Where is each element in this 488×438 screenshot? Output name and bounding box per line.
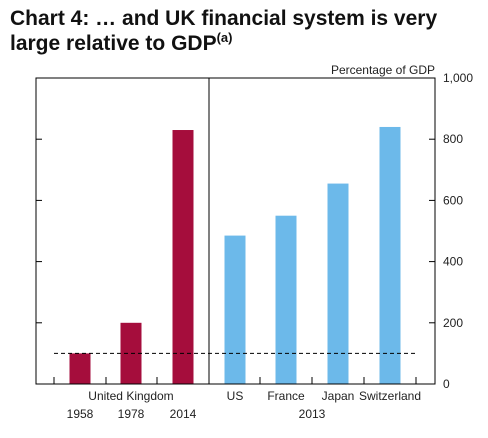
x-tick-label: Japan xyxy=(322,389,355,403)
bar xyxy=(379,126,401,385)
y-tick-label: 1,000 xyxy=(443,71,473,85)
x-tick-label: 1958 xyxy=(67,407,94,421)
bar xyxy=(172,130,194,384)
x-tick-label: US xyxy=(227,389,244,403)
bar xyxy=(224,235,246,384)
bar xyxy=(275,215,297,384)
chart-title: Chart 4: … and UK financial system is ve… xyxy=(10,6,480,56)
y-axis-label: Percentage of GDP xyxy=(331,63,435,77)
bar xyxy=(327,183,349,384)
x-tick-label: Switzerland xyxy=(359,389,421,403)
y-tick-label: 0 xyxy=(443,377,450,391)
y-tick-label: 600 xyxy=(443,193,463,207)
plot-frame xyxy=(35,77,436,385)
x-tick-label: 2014 xyxy=(170,407,197,421)
y-tick-label: 800 xyxy=(443,132,463,146)
y-tick-label: 400 xyxy=(443,255,463,269)
y-tick-label: 200 xyxy=(443,316,463,330)
chart-title-footnote: (a) xyxy=(216,30,233,45)
group-label: United Kingdom xyxy=(88,389,173,403)
group-label: 2013 xyxy=(299,407,326,421)
x-tick-label: France xyxy=(267,389,305,403)
chart-title-text: Chart 4: … and UK financial system is ve… xyxy=(10,7,438,55)
bar xyxy=(69,353,91,384)
x-tick-label: 1978 xyxy=(118,407,145,421)
